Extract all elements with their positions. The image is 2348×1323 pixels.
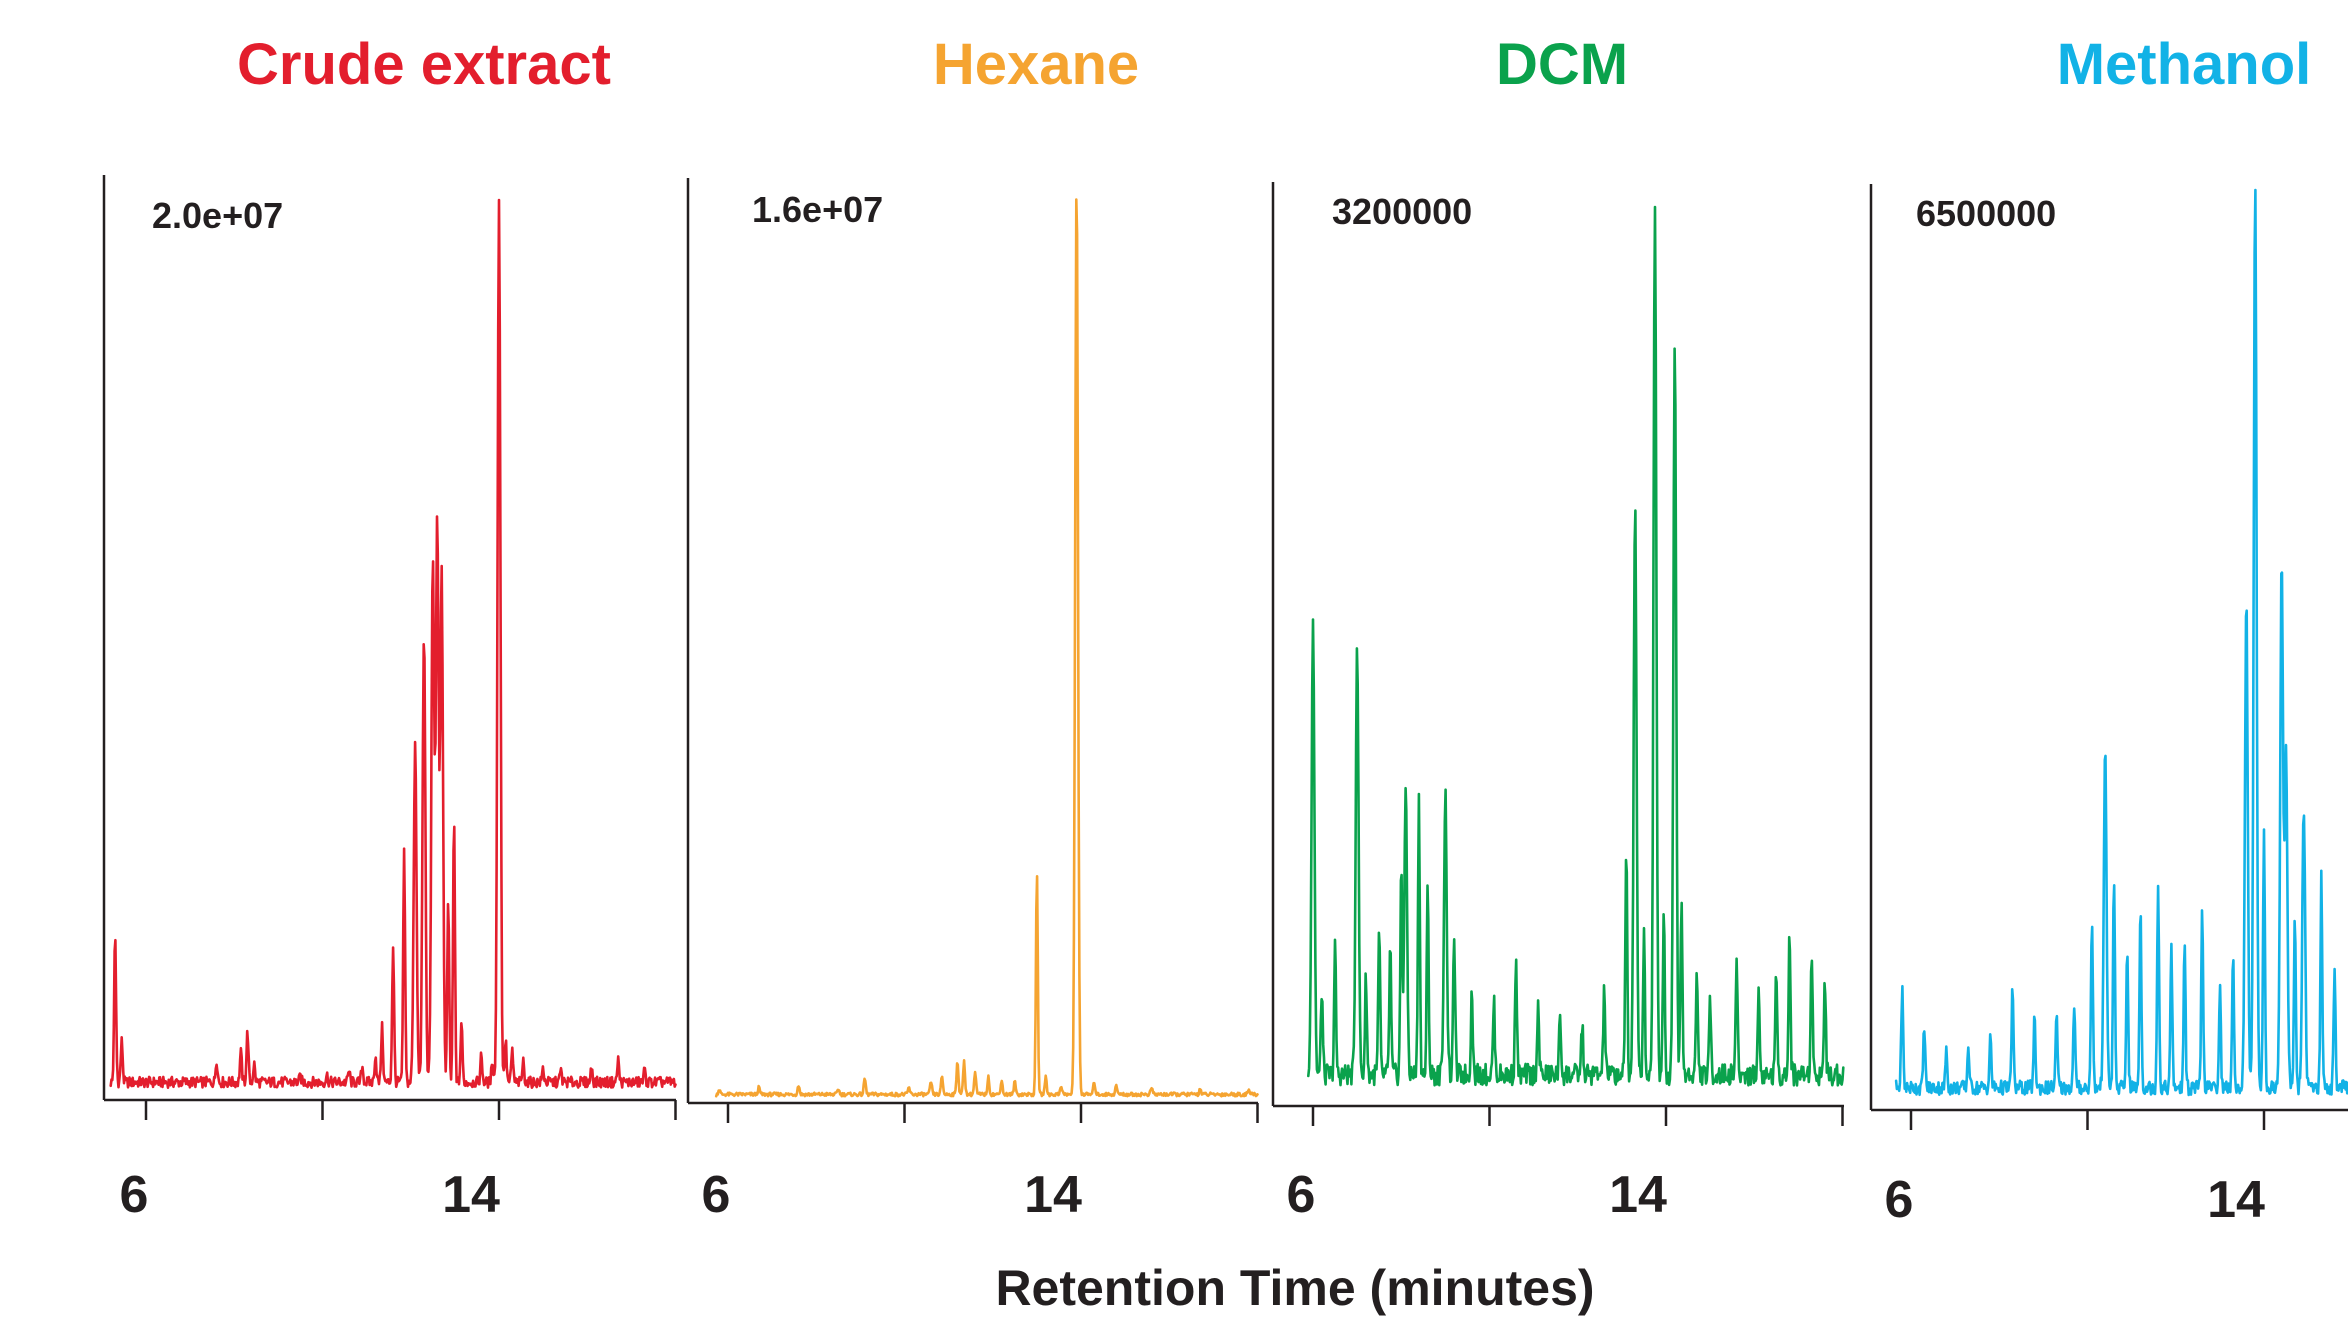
chromatogram-panel: Methanol 6500000 6 14	[1869, 32, 2348, 1229]
chromatogram-panel: DCM 3200000 6 14	[1271, 32, 1845, 1224]
panel-title: Methanol	[2057, 32, 2312, 97]
intensity-scale-label: 2.0e+07	[152, 195, 283, 236]
chromatogram-panel: Crude extract 2.0e+07 6 14	[102, 32, 677, 1224]
panel-title: DCM	[1496, 32, 1628, 97]
x-tick-label: 14	[1609, 1166, 1667, 1224]
intensity-scale-label: 6500000	[1916, 193, 2056, 234]
x-axis-title: Retention Time (minutes)	[995, 1260, 1594, 1316]
x-tick-label: 6	[1885, 1171, 1914, 1229]
intensity-scale-label: 1.6e+07	[752, 189, 883, 230]
chromatogram-trace	[714, 198, 1259, 1098]
x-tick-label: 14	[2207, 1171, 2265, 1229]
chromatogram-panel: Hexane 1.6e+07 6 14	[686, 32, 1259, 1224]
x-tick-label: 14	[1024, 1166, 1082, 1224]
panel-title: Crude extract	[237, 32, 611, 97]
chromatogram-trace	[1894, 188, 2348, 1097]
x-tick-label: 6	[120, 1166, 149, 1224]
panel-title: Hexane	[933, 32, 1139, 97]
chromatogram-trace	[1307, 205, 1845, 1087]
x-tick-label: 6	[1287, 1166, 1316, 1224]
x-tick-label: 6	[702, 1166, 731, 1224]
intensity-scale-label: 3200000	[1332, 191, 1472, 232]
chromatogram-trace	[109, 198, 677, 1089]
x-tick-label: 14	[442, 1166, 500, 1224]
